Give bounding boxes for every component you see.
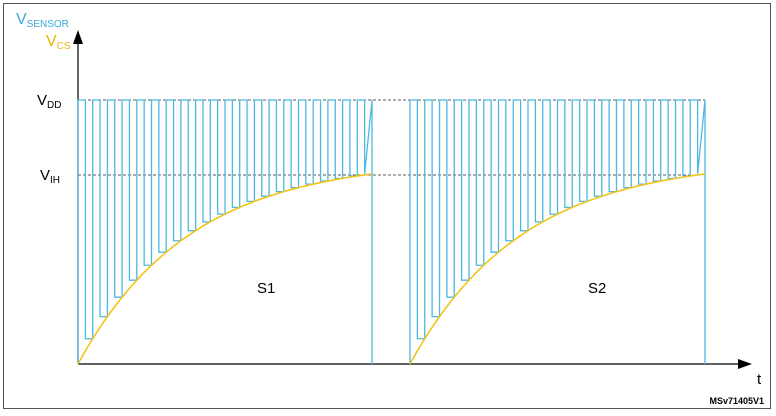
- vih-label-sub: IH: [50, 175, 60, 186]
- x-axis-arrow: [738, 359, 752, 369]
- v-cs-label: VCS: [46, 33, 71, 52]
- vdd-label-main: V: [37, 92, 47, 109]
- v-cs-phase-2: [409, 173, 706, 365]
- v-cs-label-sub: CS: [57, 41, 71, 52]
- vdd-label: VDD: [37, 92, 61, 111]
- v-cs-label-main: V: [46, 33, 57, 50]
- vdd-label-sub: DD: [47, 100, 61, 111]
- v-sensor-waveform: [77, 99, 706, 364]
- y-axis-arrow: [73, 30, 83, 44]
- phase-s2-label: S2: [588, 280, 606, 297]
- v-sensor-label-main: V: [16, 11, 27, 28]
- vih-label-main: V: [40, 167, 50, 184]
- v-sensor-label: VSENSOR: [16, 11, 69, 30]
- diagram-frame: [3, 3, 771, 409]
- v-sensor-phase-2: [409, 99, 706, 364]
- phase-s1-label: S1: [257, 280, 275, 297]
- v-sensor-phase-1: [77, 99, 373, 364]
- v-sensor-label-sub: SENSOR: [27, 19, 69, 30]
- t-axis-label: t: [757, 371, 762, 388]
- vih-label: VIH: [40, 167, 60, 186]
- v-cs-curve: [77, 173, 706, 365]
- v-cs-phase-1: [77, 173, 373, 365]
- reference-code: MSv71405V1: [709, 396, 764, 406]
